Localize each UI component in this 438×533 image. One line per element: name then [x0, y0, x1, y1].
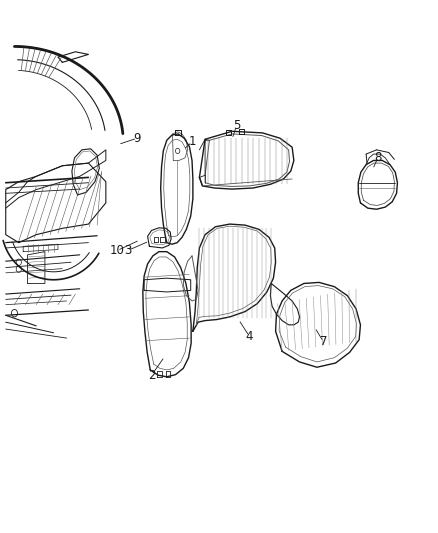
Text: 8: 8 [374, 151, 381, 164]
Text: 3: 3 [124, 244, 131, 257]
Text: 5: 5 [233, 119, 240, 133]
Text: 7: 7 [320, 335, 327, 348]
Text: 9: 9 [134, 132, 141, 144]
Text: 2: 2 [148, 369, 155, 382]
Text: 4: 4 [246, 330, 253, 343]
Text: 1: 1 [188, 135, 196, 148]
Text: 10: 10 [110, 244, 124, 257]
